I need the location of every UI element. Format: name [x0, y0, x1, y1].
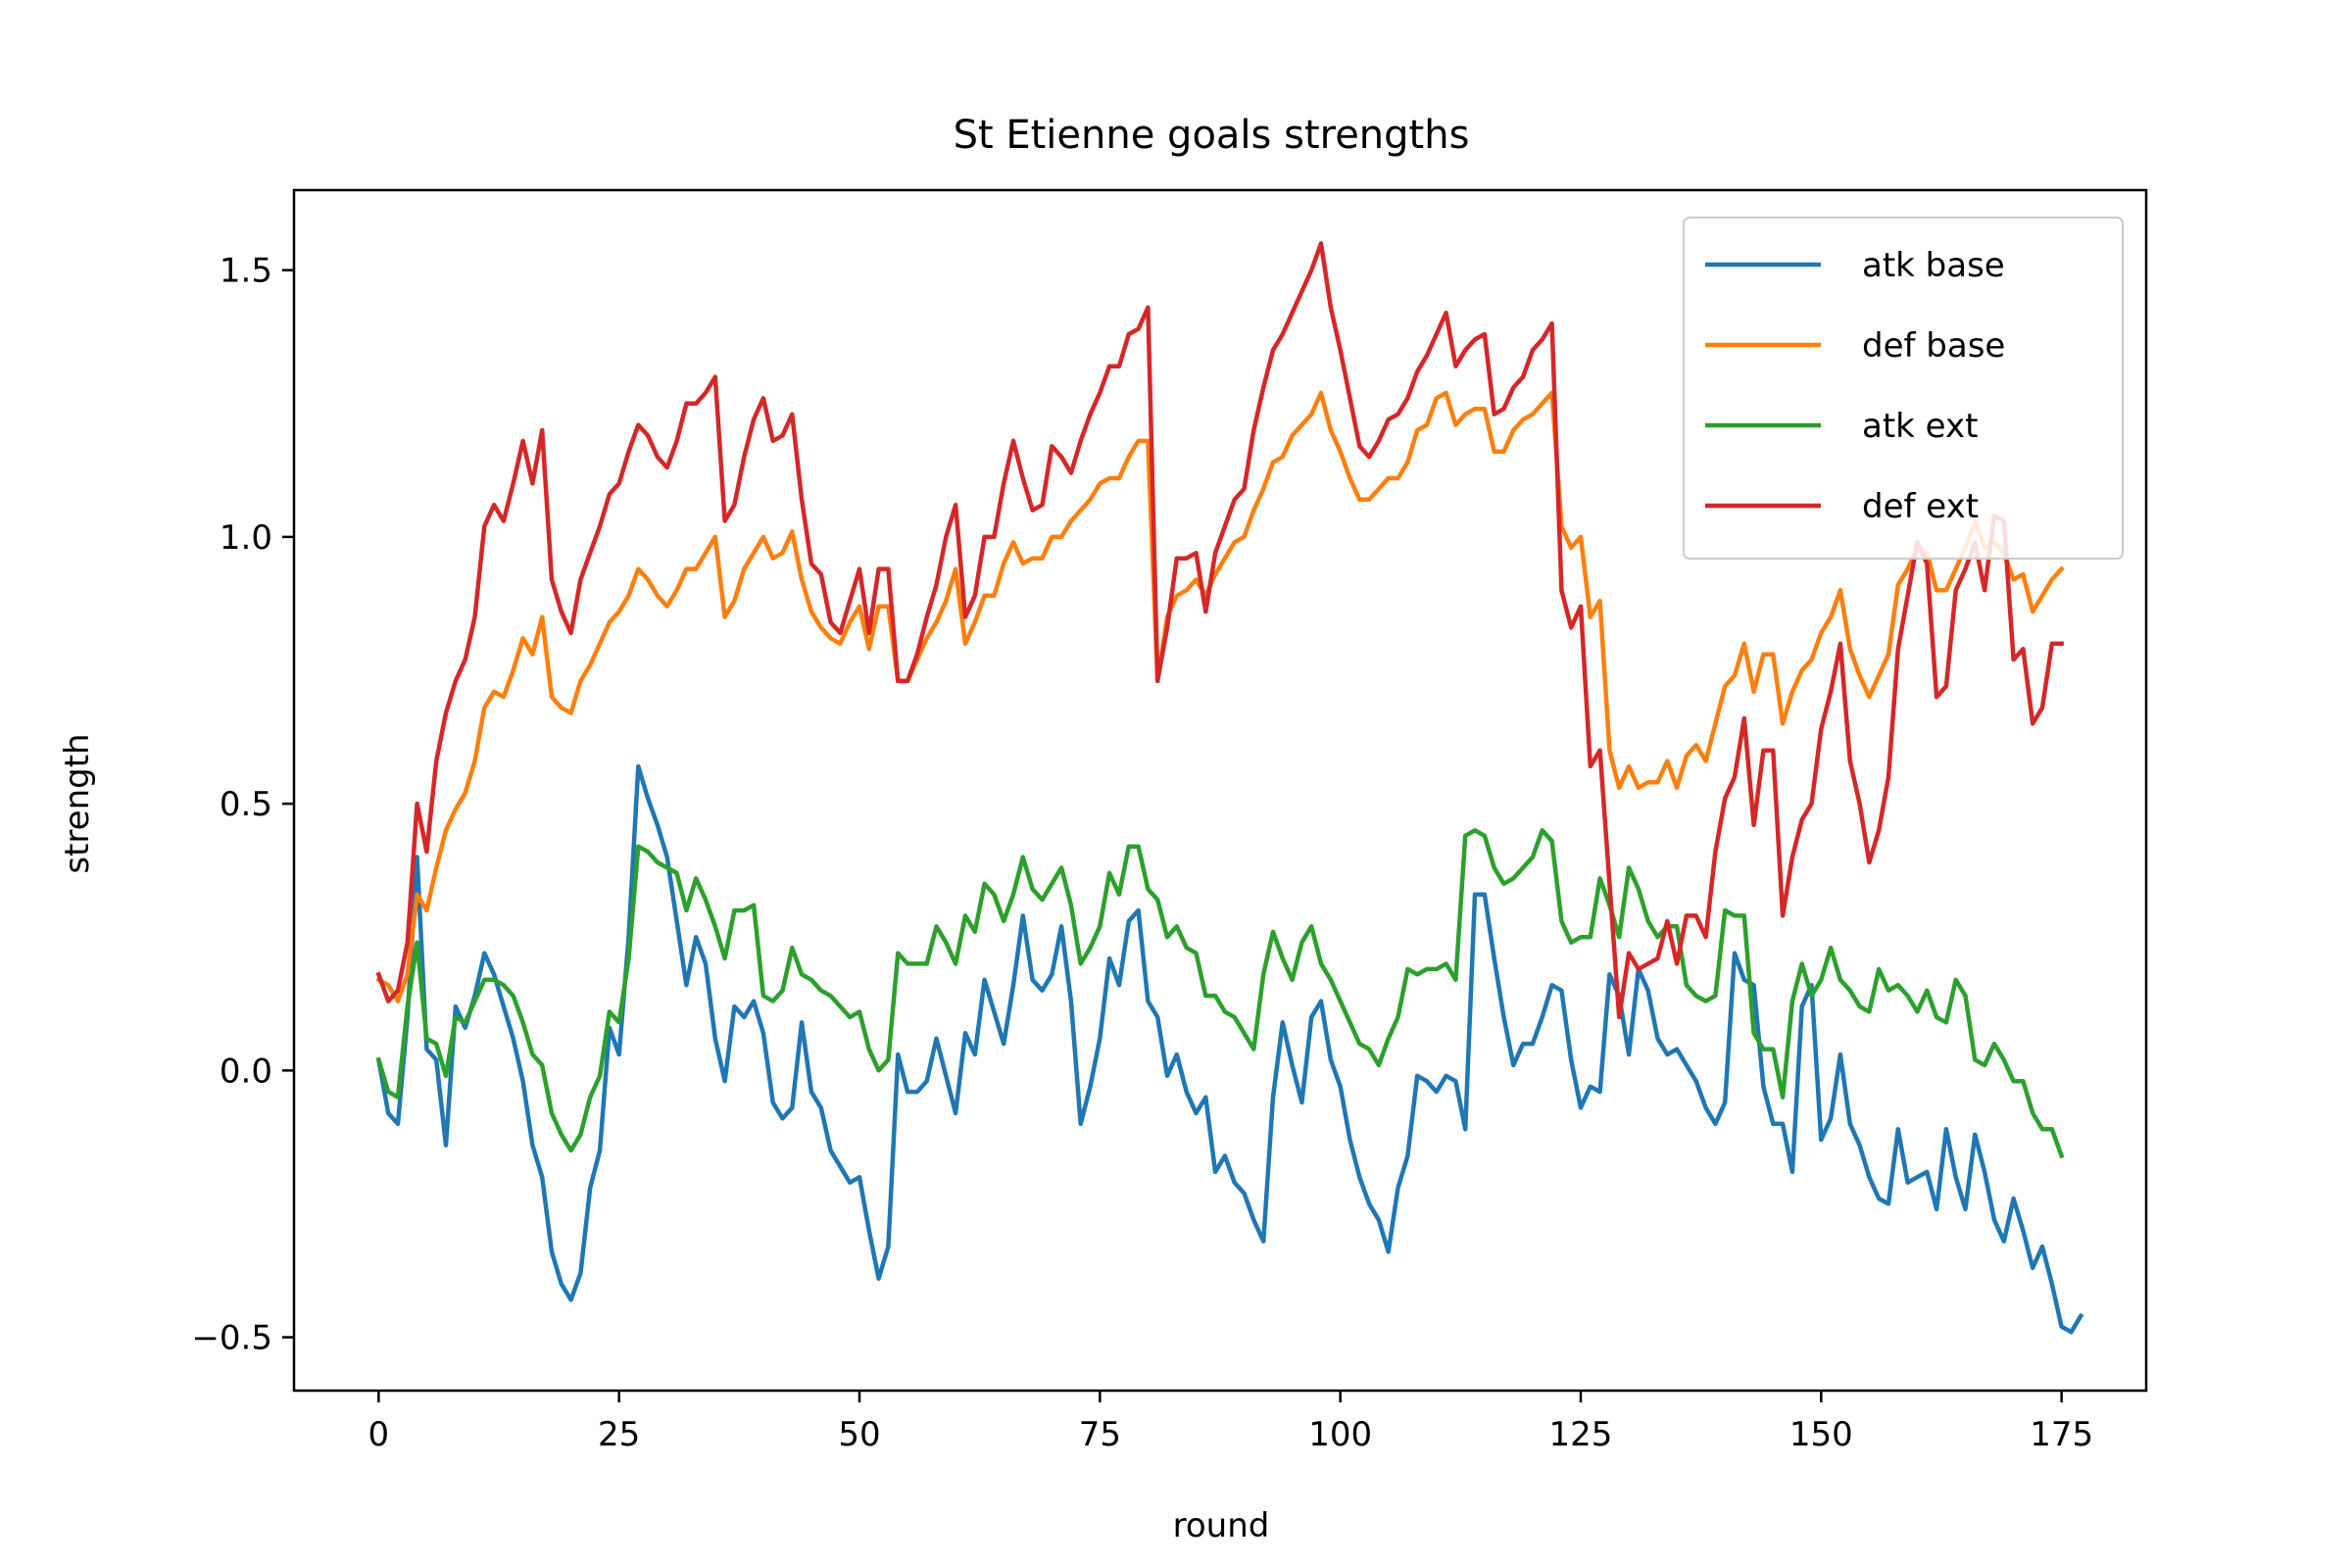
- chart-title: St Etienne goals strengths: [954, 113, 1470, 158]
- x-tick-label: 125: [1549, 1415, 1613, 1454]
- plot-area-frame: [292, 188, 2148, 1393]
- series-line-atk-ext: [375, 828, 2065, 1159]
- y-axis-label: strength: [58, 733, 97, 873]
- x-tick-label: 150: [1789, 1415, 1853, 1454]
- series-line-def-base: [375, 390, 2065, 1004]
- x-tick-label: 25: [598, 1415, 640, 1454]
- x-tick-label: 175: [2030, 1415, 2093, 1454]
- legend-label: def ext: [1862, 487, 1979, 526]
- legend: atk base def base atk ext def ext: [1683, 217, 2124, 560]
- y-tick-label: 0.5: [220, 785, 272, 824]
- y-tick-label: 1.5: [220, 252, 272, 291]
- x-axis-ticks: 0 25 50 75 100 125 150 175: [368, 1391, 2093, 1454]
- series-line-def-ext: [375, 241, 2064, 1020]
- x-tick-label: 100: [1308, 1415, 1372, 1454]
- y-tick-label: 1.0: [220, 518, 272, 558]
- series-line-atk-base: [375, 763, 2084, 1335]
- x-tick-label: 75: [1079, 1415, 1121, 1454]
- x-axis-label: round: [1173, 1506, 1270, 1545]
- legend-label: atk base: [1862, 246, 2005, 285]
- x-tick-label: 0: [368, 1415, 390, 1454]
- legend-box: [1683, 217, 2124, 560]
- legend-label: def base: [1862, 326, 2005, 366]
- legend-label: atk ext: [1862, 407, 1978, 446]
- y-tick-label: −0.5: [191, 1319, 272, 1358]
- y-tick-label: 0.0: [220, 1052, 272, 1091]
- x-tick-label: 50: [838, 1415, 880, 1454]
- y-axis-ticks: −0.5 0.0 0.5 1.0 1.5: [191, 252, 294, 1358]
- series-lines: [375, 241, 2084, 1335]
